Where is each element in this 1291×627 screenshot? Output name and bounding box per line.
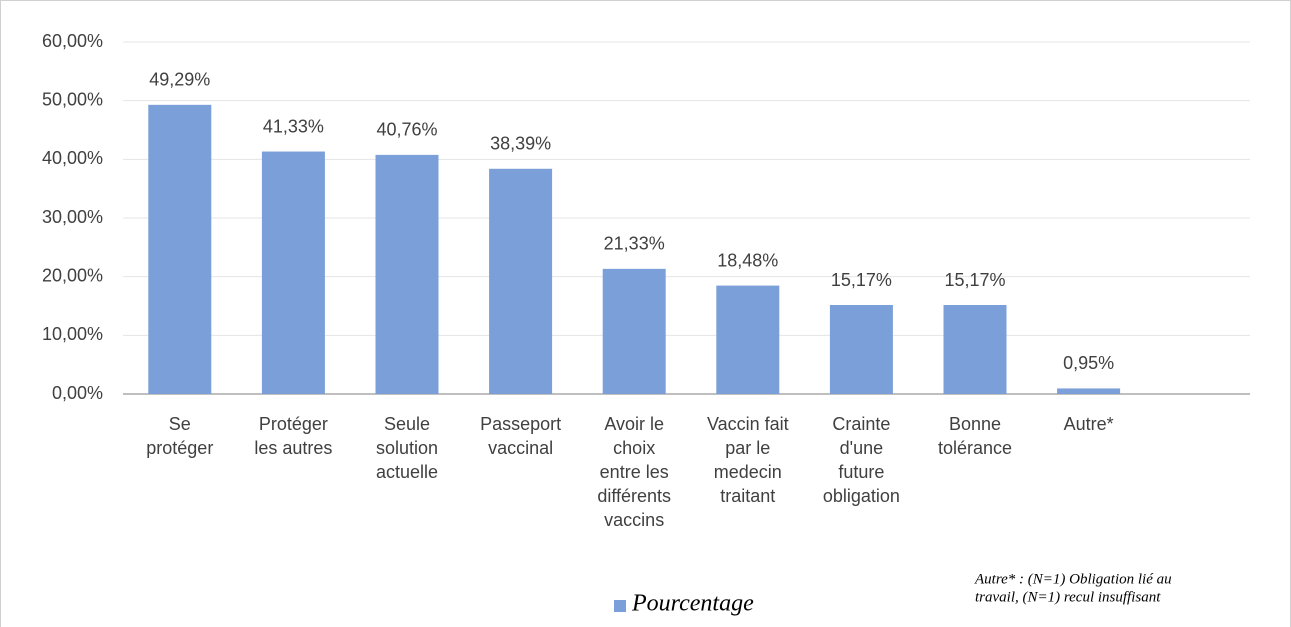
data-label: 21,33% bbox=[604, 234, 665, 254]
x-tick-label: Passeport vaccinal bbox=[480, 414, 561, 458]
data-label: 15,17% bbox=[944, 270, 1005, 290]
data-label: 18,48% bbox=[717, 250, 778, 270]
x-tick-label: Autre* bbox=[1064, 414, 1114, 434]
data-label: 15,17% bbox=[831, 270, 892, 290]
x-tick-line: Seule bbox=[384, 414, 430, 434]
x-tick-line: Se bbox=[169, 414, 191, 434]
y-tick-label: 10,00% bbox=[42, 324, 103, 344]
bar bbox=[375, 154, 439, 394]
x-tick-line: Bonne bbox=[949, 414, 1001, 434]
x-tick-line: vaccinal bbox=[488, 438, 553, 458]
x-tick-line: choix bbox=[613, 438, 655, 458]
x-tick-line: Protéger bbox=[259, 414, 328, 434]
data-label: 41,33% bbox=[263, 116, 324, 136]
x-tick-line: par le bbox=[725, 438, 770, 458]
bar bbox=[602, 268, 666, 394]
data-label: 40,76% bbox=[376, 120, 437, 140]
bar bbox=[943, 305, 1007, 394]
x-tick-line: les autres bbox=[254, 438, 332, 458]
legend-label: Pourcentage bbox=[631, 591, 754, 617]
x-tick-line: solution bbox=[376, 438, 438, 458]
x-tick-label: Se protéger bbox=[146, 414, 213, 458]
x-tick-label: Crainte d'une future obligation bbox=[823, 414, 900, 506]
y-tick-label: 50,00% bbox=[42, 89, 103, 109]
x-tick-line: actuelle bbox=[376, 462, 438, 482]
y-tick-label: 40,00% bbox=[42, 148, 103, 168]
x-tick-line: tolérance bbox=[938, 438, 1012, 458]
bar bbox=[148, 104, 212, 394]
x-tick-line: protéger bbox=[146, 438, 213, 458]
bar bbox=[716, 285, 780, 394]
x-tick-label: Protéger les autres bbox=[254, 414, 332, 458]
x-tick-line: Autre* bbox=[1064, 414, 1114, 434]
x-tick-line: Vaccin fait bbox=[707, 414, 789, 434]
x-tick-label: Vaccin fait par le medecin traitant bbox=[707, 414, 789, 506]
data-label: 38,39% bbox=[490, 134, 551, 154]
x-tick-label: Avoir le choix entre les différents vaccins bbox=[597, 414, 671, 530]
x-tick-label: Seule solution actuelle bbox=[376, 414, 438, 482]
x-tick-line: Passeport bbox=[480, 414, 561, 434]
data-label: 0,95% bbox=[1063, 353, 1114, 373]
x-tick-line: traitant bbox=[720, 486, 775, 506]
x-tick-line: vaccins bbox=[604, 510, 664, 530]
y-tick-label: 60,00% bbox=[42, 31, 103, 51]
bar bbox=[261, 151, 325, 394]
bar bbox=[1057, 388, 1121, 394]
y-tick-label: 0,00% bbox=[52, 383, 103, 403]
x-tick-line: future bbox=[838, 462, 884, 482]
x-tick-line: medecin bbox=[714, 462, 782, 482]
x-tick-label: Bonne tolérance bbox=[938, 414, 1012, 458]
bar bbox=[829, 305, 893, 394]
x-tick-line: entre les bbox=[600, 462, 669, 482]
y-tick-label: 30,00% bbox=[42, 207, 103, 227]
note-line: travail, (N=1) recul insuffisant bbox=[975, 589, 1161, 605]
bar bbox=[489, 168, 553, 394]
x-tick-line: Crainte bbox=[832, 414, 890, 434]
note-line: Autre* : (N=1) Obligation lié au bbox=[974, 571, 1172, 587]
x-tick-line: Avoir le bbox=[604, 414, 664, 434]
x-tick-line: obligation bbox=[823, 486, 900, 506]
legend-swatch bbox=[614, 600, 626, 612]
y-tick-label: 20,00% bbox=[42, 265, 103, 285]
x-tick-line: différents bbox=[597, 486, 671, 506]
data-label: 49,29% bbox=[149, 70, 210, 90]
x-tick-line: d'une bbox=[840, 438, 883, 458]
